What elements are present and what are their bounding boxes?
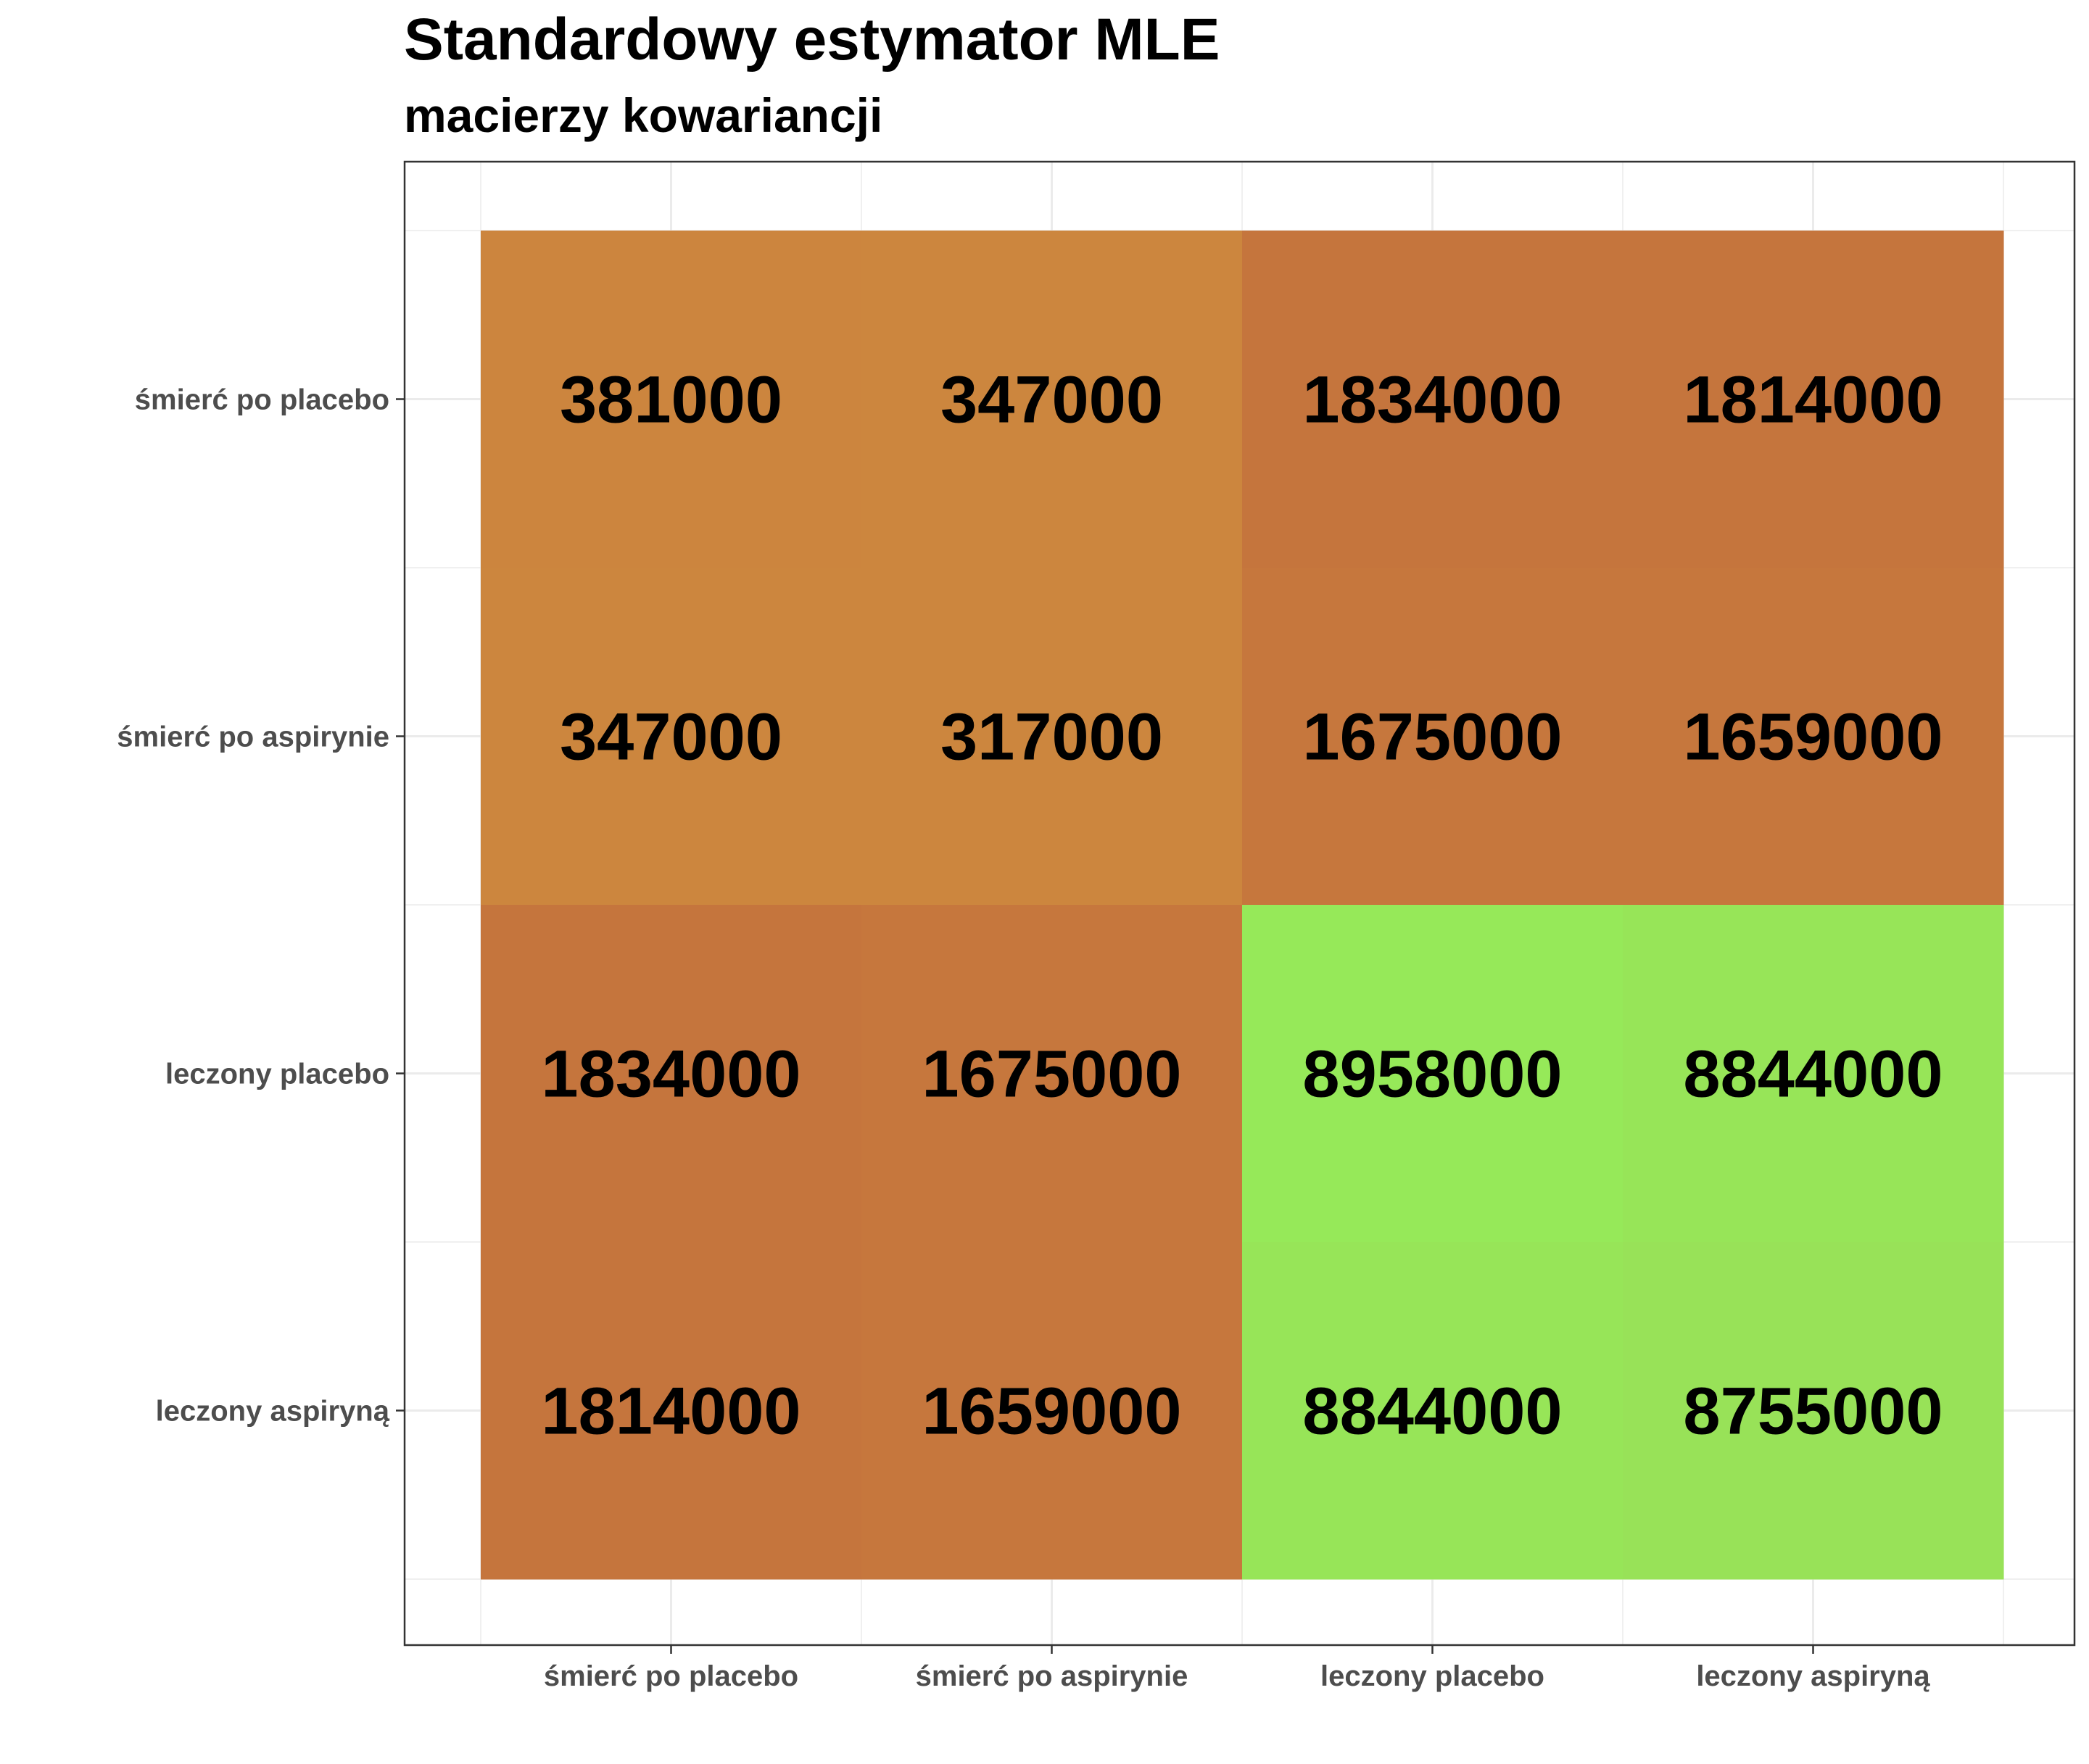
cell-value-label: 8755000 bbox=[1683, 1375, 1943, 1449]
heatmap-cell bbox=[1623, 231, 2004, 568]
heatmap-cell bbox=[1242, 905, 1623, 1243]
heatmap-cell bbox=[481, 231, 862, 568]
chart-subtitle: macierzy kowariancji bbox=[404, 88, 882, 142]
chart-title: Standardowy estymator MLE bbox=[404, 7, 1220, 73]
heatmap-cell bbox=[481, 568, 862, 906]
heatmap-cell bbox=[861, 568, 1243, 906]
cell-value-label: 1675000 bbox=[1302, 700, 1562, 774]
plot-border bbox=[403, 160, 2076, 1647]
cell-value-label: 8958000 bbox=[1302, 1038, 1562, 1111]
cell-value-label: 317000 bbox=[940, 700, 1163, 774]
heatmap-cell bbox=[861, 231, 1243, 568]
cell-value-label: 8844000 bbox=[1302, 1375, 1562, 1449]
cell-value-labels: 381000 347000 1834000 1814000 347000 317000 16… bbox=[541, 363, 1943, 1449]
x-axis: śmierć po placebo śmierć po aspirynie lecz… bbox=[544, 1645, 1930, 1692]
y-axis-tick-label: śmierć po placebo bbox=[135, 384, 389, 416]
y-axis: śmierć po placebo śmierć po aspirynie lecz… bbox=[117, 384, 405, 1428]
y-axis-tick-label: śmierć po aspirynie bbox=[117, 721, 389, 753]
heatmap-cell bbox=[1623, 568, 2004, 906]
y-axis-tick-label: leczony placebo bbox=[165, 1059, 389, 1090]
x-axis-tick-label: śmierć po aspirynie bbox=[916, 1660, 1188, 1692]
cell-value-label: 1814000 bbox=[541, 1375, 801, 1449]
heatmap-cell bbox=[1242, 1242, 1623, 1580]
heatmap-cell bbox=[1242, 568, 1623, 906]
heatmap-cell bbox=[1242, 231, 1623, 568]
heatmap-cells bbox=[481, 231, 2004, 1580]
y-axis-tick-label: leczony aspiryną bbox=[156, 1396, 390, 1428]
heatmap-cell bbox=[861, 905, 1243, 1243]
heatmap-cell bbox=[1623, 1242, 2004, 1580]
heatmap-cell bbox=[861, 1242, 1243, 1580]
cell-value-label: 1834000 bbox=[541, 1038, 801, 1111]
x-axis-tick-label: śmierć po placebo bbox=[544, 1660, 798, 1692]
cell-value-label: 347000 bbox=[940, 363, 1163, 437]
cell-value-label: 1675000 bbox=[922, 1038, 1181, 1111]
cell-value-label: 381000 bbox=[560, 363, 782, 437]
cell-value-label: 1659000 bbox=[922, 1375, 1181, 1449]
cell-value-label: 347000 bbox=[560, 700, 782, 774]
heatmap-cell bbox=[1623, 905, 2004, 1243]
heatmap-cell bbox=[481, 1242, 862, 1580]
x-axis-tick-label: leczony aspiryną bbox=[1696, 1660, 1930, 1692]
cell-value-label: 1814000 bbox=[1683, 363, 1943, 437]
cell-value-label: 1834000 bbox=[1302, 363, 1562, 437]
heatmap-cell bbox=[481, 905, 862, 1243]
x-axis-tick-label: leczony placebo bbox=[1320, 1660, 1544, 1692]
cell-value-label: 1659000 bbox=[1683, 700, 1943, 774]
cell-value-label: 8844000 bbox=[1683, 1038, 1943, 1111]
